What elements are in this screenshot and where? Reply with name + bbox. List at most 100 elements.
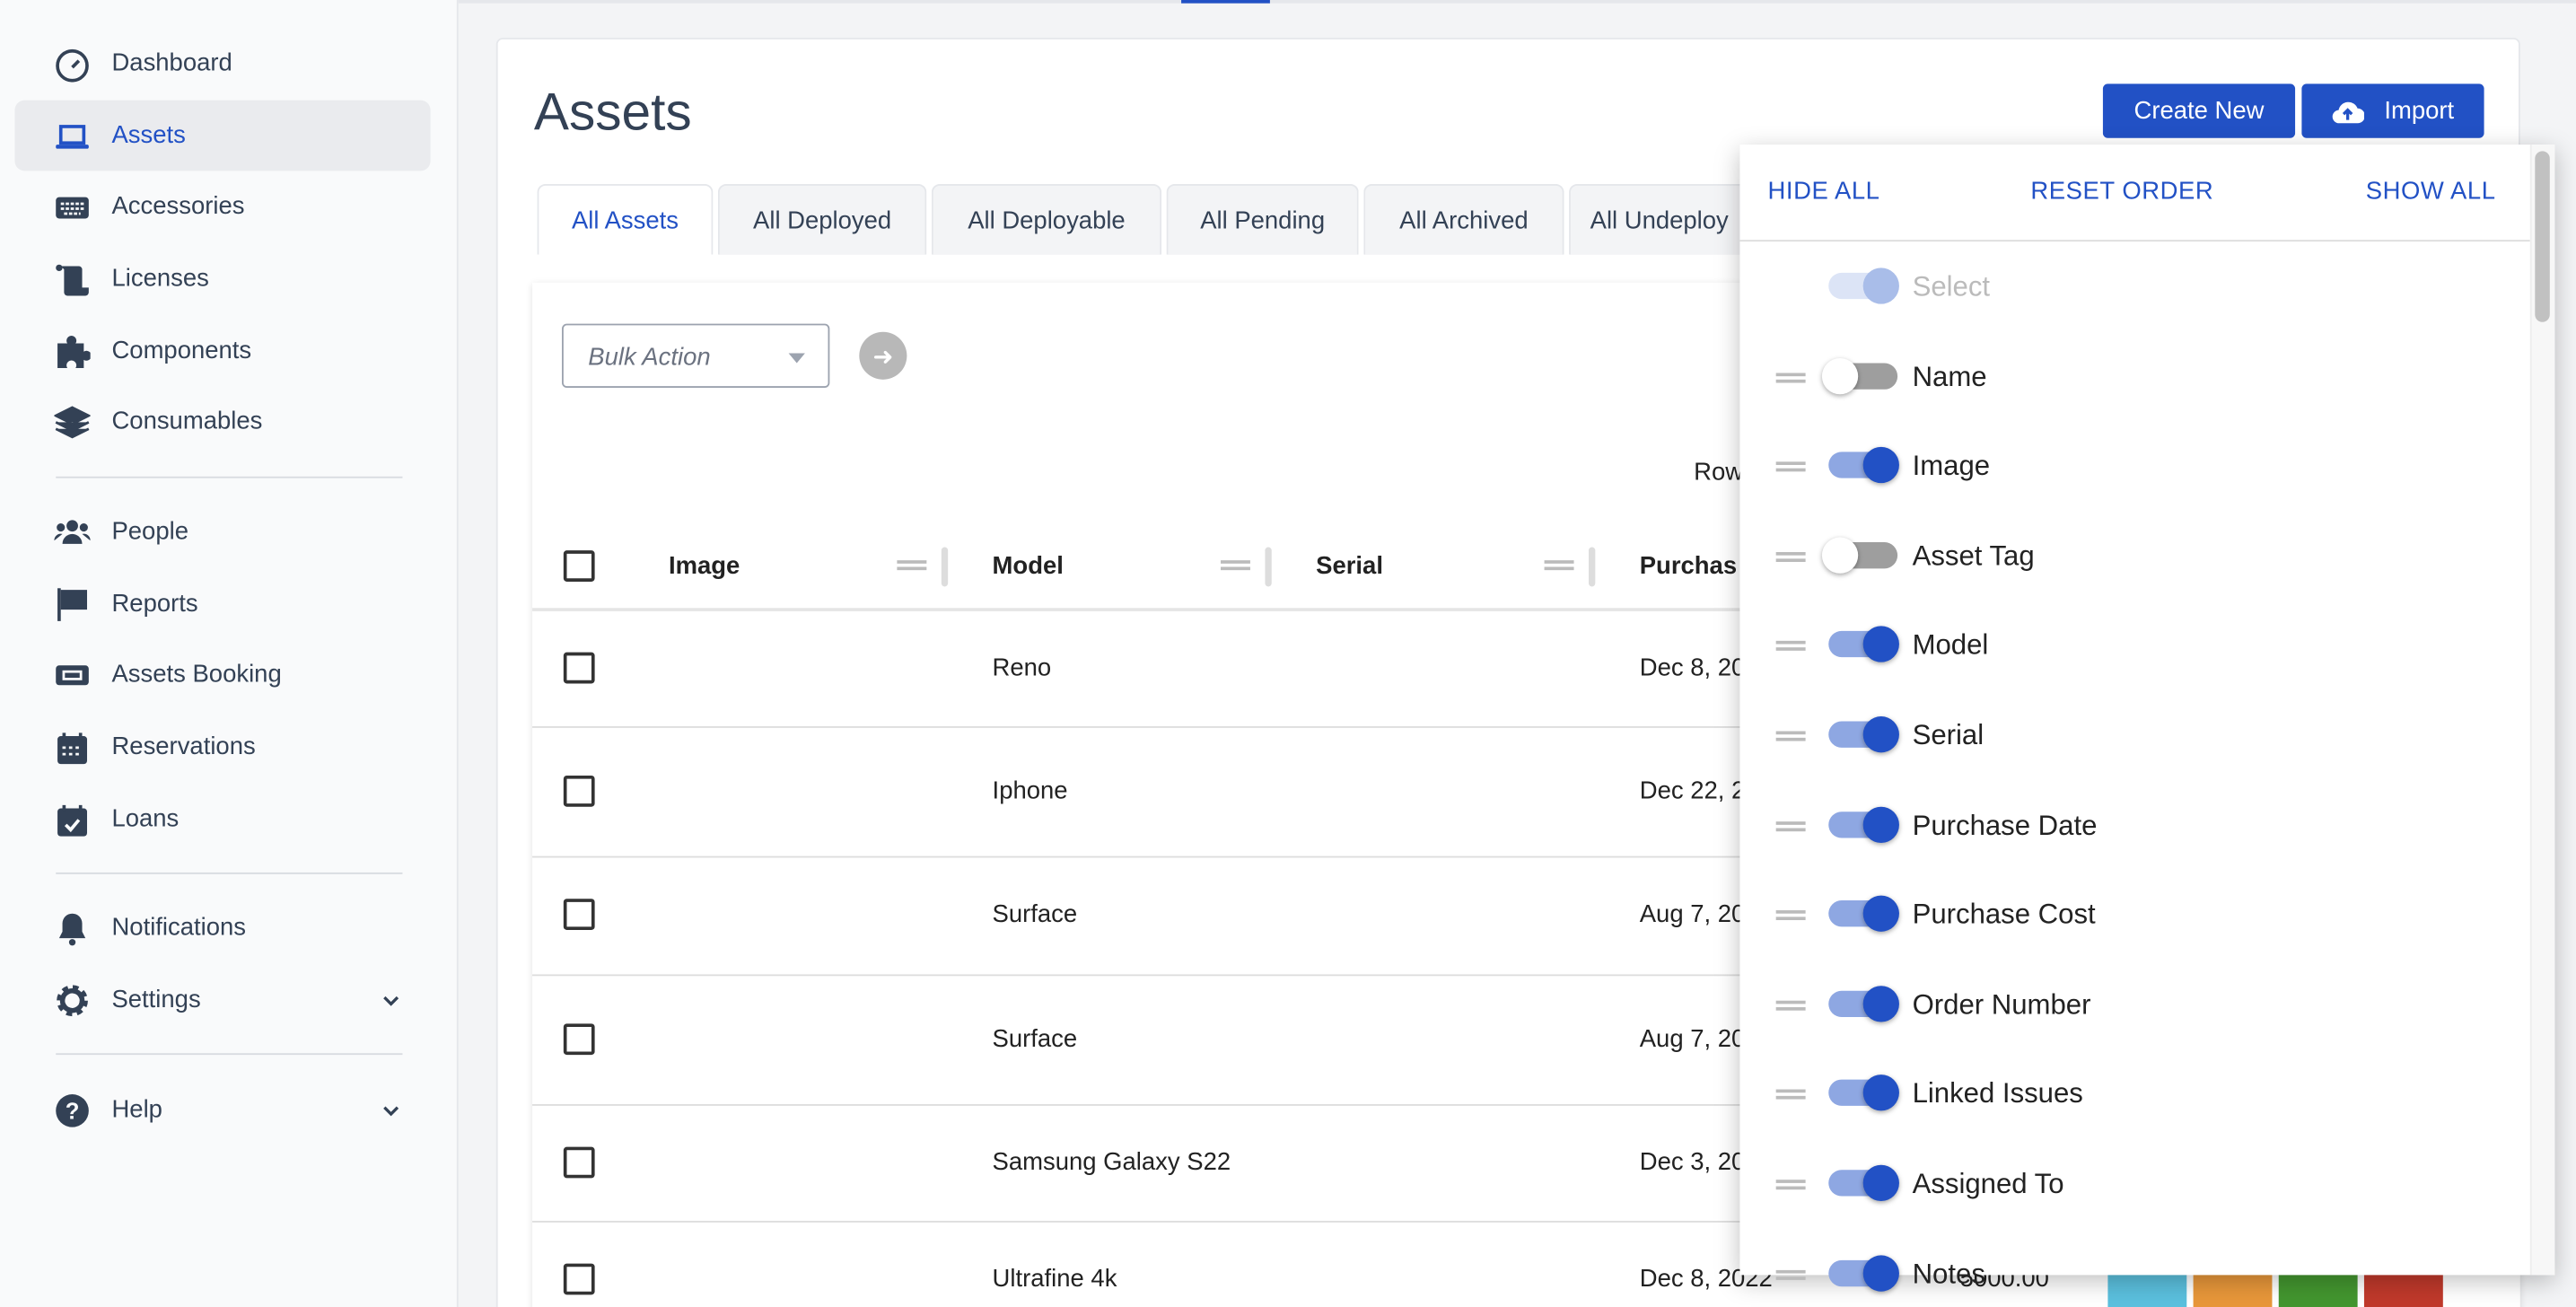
drag-handle-icon[interactable]: [1775, 1180, 1806, 1190]
column-toggle[interactable]: [1828, 1255, 1899, 1292]
sidebar-item-loans[interactable]: Loans: [14, 784, 430, 855]
cell-model[interactable]: Iphone: [992, 776, 1068, 805]
cell-model[interactable]: Reno: [992, 654, 1052, 682]
tab-all-deployable[interactable]: All Deployable: [931, 184, 1162, 255]
column-toggle[interactable]: [1828, 806, 1899, 843]
column-toggle[interactable]: [1821, 358, 1898, 395]
tab-all-deployed[interactable]: All Deployed: [717, 184, 927, 255]
sidebar-item-consumables[interactable]: Consumables: [14, 386, 430, 457]
sidebar-item-assets-booking[interactable]: Assets Booking: [14, 639, 430, 710]
cell-purchase-date: Aug 7, 20: [1639, 1025, 1746, 1054]
sidebar-item-reports[interactable]: Reports: [14, 568, 430, 639]
column-resize-handle[interactable]: [1265, 547, 1272, 587]
drag-handle-icon[interactable]: [1775, 552, 1806, 562]
sidebar-item-assets[interactable]: Assets: [14, 100, 431, 171]
column-header[interactable]: Purchas: [1639, 552, 1738, 581]
sidebar-item-label: Licenses: [111, 264, 209, 293]
puzzle-icon: [57, 335, 91, 368]
sidebar-item-licenses[interactable]: Licenses: [14, 243, 430, 314]
drag-handle-icon[interactable]: [1775, 461, 1806, 472]
panel-scrollbar[interactable]: [2529, 145, 2555, 1276]
toggle-knob: [1862, 716, 1899, 753]
column-toggle[interactable]: [1828, 1075, 1899, 1111]
column-toggle[interactable]: [1828, 986, 1899, 1022]
drag-handle-icon[interactable]: [1775, 373, 1806, 383]
panel-scrollbar-thumb[interactable]: [2535, 151, 2550, 322]
column-toggle-label: Purchase Cost: [1912, 899, 2096, 931]
tab-all-archived[interactable]: All Archived: [1363, 184, 1564, 255]
drag-handle-icon[interactable]: [1775, 1089, 1806, 1100]
chevron-down-icon[interactable]: [381, 1100, 401, 1119]
row-checkbox[interactable]: [563, 652, 595, 684]
column-drag-handle-icon[interactable]: [1544, 560, 1574, 571]
row-checkbox[interactable]: [563, 1023, 595, 1056]
toggle-knob: [1862, 268, 1899, 304]
column-toggle-row: Purchase Date: [1739, 800, 2528, 849]
sidebar-item-help[interactable]: ? Help: [14, 1075, 430, 1145]
column-drag-handle-icon[interactable]: [1220, 560, 1250, 571]
reset-order-link[interactable]: RESET ORDER: [2030, 177, 2214, 206]
drag-handle-icon[interactable]: [1775, 821, 1806, 832]
create-new-button[interactable]: Create New: [2102, 83, 2296, 138]
column-toggle-label: Model: [1912, 629, 1989, 661]
bulk-action-placeholder: Bulk Action: [588, 343, 711, 372]
row-checkbox[interactable]: [563, 775, 595, 807]
sidebar-item-people[interactable]: People: [14, 496, 430, 567]
sidebar-item-label: Assets: [111, 121, 186, 150]
row-checkbox[interactable]: [563, 1263, 595, 1295]
toggle-knob: [1862, 1255, 1899, 1292]
tab-all-pending[interactable]: All Pending: [1166, 184, 1359, 255]
cell-model[interactable]: Samsung Galaxy S22: [992, 1148, 1231, 1177]
column-toggle[interactable]: [1828, 716, 1899, 753]
drag-handle-icon[interactable]: [1775, 1000, 1806, 1011]
sidebar-item-settings[interactable]: Settings: [14, 964, 430, 1035]
toggle-knob: [1862, 446, 1899, 484]
tab-all-assets[interactable]: All Assets: [537, 184, 714, 255]
show-all-link[interactable]: SHOW ALL: [2365, 177, 2496, 206]
bulk-go-button[interactable]: ➜: [859, 331, 907, 380]
sidebar-divider: [56, 476, 403, 478]
import-button[interactable]: Import: [2301, 83, 2484, 138]
cell-model[interactable]: Surface: [992, 900, 1078, 929]
column-toggle[interactable]: [1828, 895, 1899, 932]
drag-handle-icon[interactable]: [1775, 1269, 1806, 1280]
sidebar-item-accessories[interactable]: Accessories: [14, 171, 430, 241]
column-toggle[interactable]: [1828, 446, 1899, 484]
rows-label: Row: [1694, 458, 1744, 487]
column-header[interactable]: Model: [992, 552, 1064, 581]
column-toggle[interactable]: [1821, 537, 1898, 574]
sidebar-item-components[interactable]: Components: [14, 315, 430, 386]
select-all-checkbox[interactable]: [563, 550, 595, 582]
column-toggle-row: Serial: [1739, 710, 2528, 759]
hide-all-link[interactable]: HIDE ALL: [1767, 177, 1880, 206]
bulk-action-select[interactable]: Bulk Action: [561, 323, 830, 388]
tab-all-undeploy[interactable]: All Undeploy: [1569, 184, 1750, 255]
sidebar-item-reservations[interactable]: Reservations: [14, 712, 430, 783]
sidebar-item-dashboard[interactable]: Dashboard: [14, 28, 430, 99]
sidebar-item-label: Reservations: [111, 732, 256, 761]
import-label: Import: [2384, 96, 2455, 126]
cell-purchase-date: Dec 3, 20: [1639, 1148, 1746, 1177]
drag-handle-icon[interactable]: [1775, 910, 1806, 921]
sidebar-item-label: Consumables: [111, 407, 263, 436]
calendar-check-icon: [57, 803, 88, 836]
sidebar-item-label: Loans: [111, 804, 180, 834]
toggle-knob: [1862, 1075, 1899, 1111]
column-toggle[interactable]: [1828, 1164, 1899, 1202]
chevron-down-icon[interactable]: [381, 990, 401, 1010]
column-resize-handle[interactable]: [1588, 547, 1596, 587]
column-drag-handle-icon[interactable]: [897, 560, 927, 571]
row-checkbox[interactable]: [563, 1146, 595, 1179]
column-toggle[interactable]: [1828, 626, 1899, 662]
drag-handle-icon[interactable]: [1775, 640, 1806, 651]
column-header[interactable]: Image: [668, 552, 740, 581]
drag-handle-icon[interactable]: [1775, 731, 1806, 741]
column-header[interactable]: Serial: [1316, 552, 1383, 581]
column-resize-handle[interactable]: [941, 547, 949, 587]
cell-purchase-date: Aug 7, 20: [1639, 900, 1746, 929]
cell-model[interactable]: Surface: [992, 1025, 1078, 1054]
row-checkbox[interactable]: [563, 899, 595, 931]
panel-divider: [1739, 240, 2530, 242]
sidebar-item-notifications[interactable]: Notifications: [14, 892, 430, 963]
cell-model[interactable]: Ultrafine 4k: [992, 1265, 1117, 1294]
